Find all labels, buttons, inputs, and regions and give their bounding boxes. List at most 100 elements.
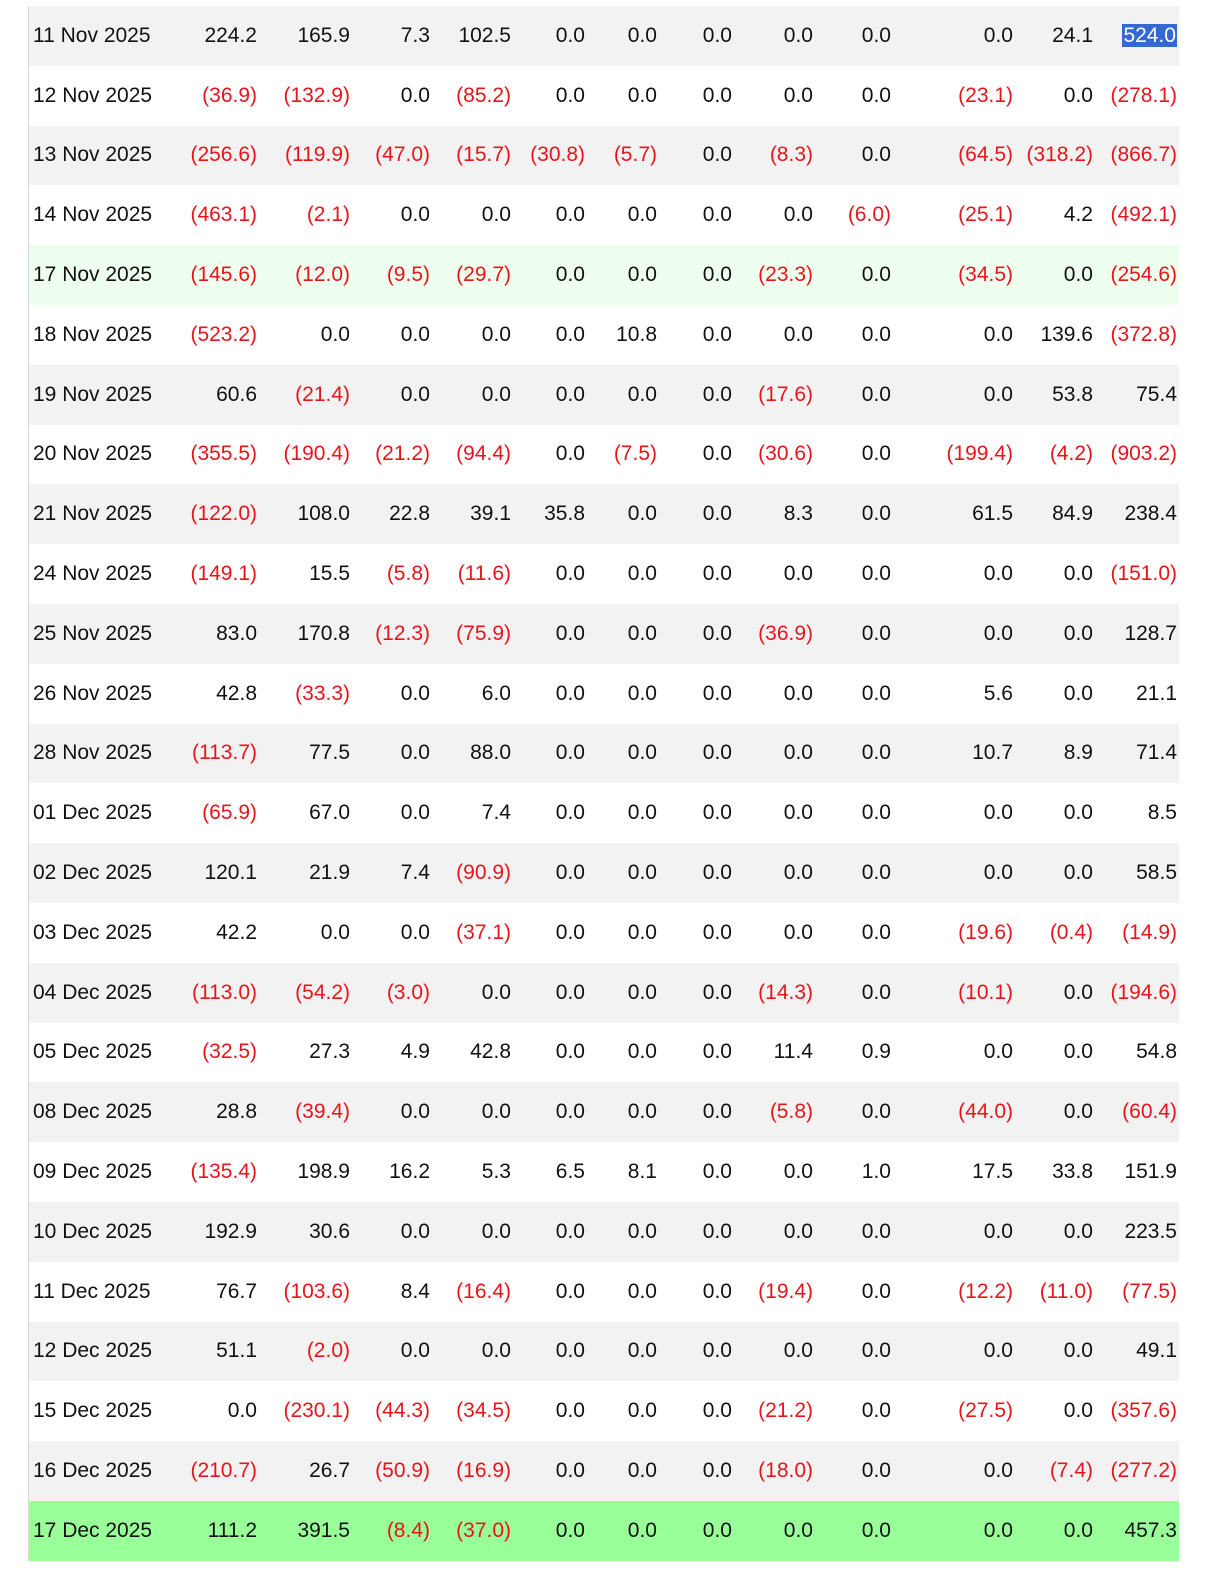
table-row: 10 Dec 2025 192.9 30.6 0.0 0.0 0.0 0.0 0.0 0.0 0.…	[29, 1201, 1179, 1262]
value-cell: (21.4)	[259, 364, 352, 425]
value-cell: 61.5	[893, 484, 1015, 545]
value-cell: 10.8	[587, 304, 659, 365]
value-cell: 0.0	[734, 902, 815, 963]
value-cell: (19.4)	[734, 1261, 815, 1322]
value-cell: 0.0	[513, 185, 587, 246]
table-row: 12 Nov 2025 (36.9) (132.9) 0.0 (85.2) 0.0 0.0 0…	[29, 65, 1179, 126]
value-cell: (11.0)	[1015, 1261, 1095, 1322]
value-cell: (7.4)	[1015, 1441, 1095, 1501]
value-cell: 198.9	[259, 1142, 352, 1202]
value-cell: 0.0	[513, 603, 587, 664]
value-cell: 0.0	[734, 843, 815, 903]
value-cell: 0.0	[659, 364, 734, 425]
value-cell: 0.0	[513, 1201, 587, 1262]
value-cell: (10.1)	[893, 962, 1015, 1023]
value-cell: 0.0	[734, 185, 815, 246]
total-cell: 58.5	[1095, 843, 1179, 903]
value-cell: (190.4)	[259, 424, 352, 485]
table-row: 02 Dec 2025 120.1 21.9 7.4 (90.9) 0.0 0.0 0.0 0.…	[29, 843, 1179, 903]
value-cell: 11.4	[734, 1022, 815, 1083]
value-cell: 0.0	[513, 6, 587, 66]
value-cell: (27.5)	[893, 1381, 1015, 1442]
value-cell: 0.0	[659, 185, 734, 246]
value-cell: 0.0	[659, 1201, 734, 1262]
value-cell: 0.0	[815, 603, 893, 664]
value-cell: (94.4)	[432, 424, 513, 485]
value-cell: (5.8)	[734, 1082, 815, 1143]
total-cell: (254.6)	[1095, 245, 1179, 305]
value-cell: 0.0	[659, 484, 734, 545]
value-cell: 0.0	[659, 1381, 734, 1442]
total-cell: 457.3	[1095, 1500, 1179, 1561]
value-cell: 0.0	[659, 902, 734, 963]
date-cell: 15 Dec 2025	[29, 1381, 164, 1442]
total-cell: (866.7)	[1095, 125, 1179, 186]
value-cell: 108.0	[259, 484, 352, 545]
value-cell: (4.2)	[1015, 424, 1095, 485]
date-cell: 12 Nov 2025	[29, 65, 164, 126]
value-cell: 0.0	[659, 962, 734, 1023]
value-cell: 0.0	[513, 962, 587, 1023]
value-cell: 0.0	[815, 6, 893, 66]
value-cell: 0.0	[659, 1022, 734, 1083]
value-cell: (85.2)	[432, 65, 513, 126]
value-cell: 0.0	[659, 1321, 734, 1382]
value-cell: (64.5)	[893, 125, 1015, 186]
value-cell: 0.0	[659, 1500, 734, 1561]
value-cell: 0.0	[815, 783, 893, 844]
total-cell: 49.1	[1095, 1321, 1179, 1382]
value-cell: 0.0	[587, 1321, 659, 1382]
value-cell: (199.4)	[893, 424, 1015, 485]
value-cell: 0.0	[734, 65, 815, 126]
table-row: 25 Nov 2025 83.0 170.8 (12.3) (75.9) 0.0 0.0 0.…	[29, 603, 1179, 664]
date-cell: 28 Nov 2025	[29, 723, 164, 784]
value-cell: 0.0	[513, 424, 587, 485]
value-cell: 391.5	[259, 1500, 352, 1561]
value-cell: 0.0	[815, 245, 893, 305]
value-cell: 0.0	[432, 185, 513, 246]
value-cell: 0.0	[587, 1022, 659, 1083]
value-cell: 0.0	[587, 603, 659, 664]
date-cell: 24 Nov 2025	[29, 544, 164, 604]
value-cell: 0.0	[1015, 245, 1095, 305]
total-cell: 54.8	[1095, 1022, 1179, 1083]
value-cell: 0.0	[893, 843, 1015, 903]
value-cell: (113.0)	[164, 962, 259, 1023]
table-row: 21 Nov 2025 (122.0) 108.0 22.8 39.1 35.8 0.0 0.…	[29, 484, 1179, 545]
selected-text[interactable]: 524.0	[1122, 23, 1177, 47]
table-body: 11 Nov 2025 224.2 165.9 7.3 102.5 0.0 0.0 0.0 0.…	[29, 6, 1179, 1561]
value-cell: (16.4)	[432, 1261, 513, 1322]
value-cell: 76.7	[164, 1261, 259, 1322]
date-cell: 01 Dec 2025	[29, 783, 164, 844]
date-cell: 19 Nov 2025	[29, 364, 164, 425]
value-cell: 0.0	[587, 1201, 659, 1262]
value-cell: 0.0	[1015, 843, 1095, 903]
value-cell: 42.2	[164, 902, 259, 963]
table-row: 11 Dec 2025 76.7 (103.6) 8.4 (16.4) 0.0 0.0 0.0…	[29, 1261, 1179, 1322]
value-cell: 0.0	[352, 185, 432, 246]
value-cell: 0.0	[659, 65, 734, 126]
value-cell: (29.7)	[432, 245, 513, 305]
value-cell: (75.9)	[432, 603, 513, 664]
value-cell: (21.2)	[734, 1381, 815, 1442]
value-cell: 0.0	[734, 723, 815, 784]
value-cell: 0.0	[513, 1321, 587, 1382]
value-cell: 1.0	[815, 1142, 893, 1202]
value-cell: 0.0	[587, 65, 659, 126]
value-cell: 0.0	[352, 304, 432, 365]
value-cell: 0.0	[659, 663, 734, 724]
value-cell: 0.0	[659, 544, 734, 604]
value-cell: 0.0	[513, 245, 587, 305]
value-cell: 0.0	[513, 783, 587, 844]
value-cell: 39.1	[432, 484, 513, 545]
value-cell: (113.7)	[164, 723, 259, 784]
value-cell: 0.0	[734, 1201, 815, 1262]
value-cell: 8.1	[587, 1142, 659, 1202]
table-row: 24 Nov 2025 (149.1) 15.5 (5.8) (11.6) 0.0 0.0 0…	[29, 544, 1179, 604]
value-cell: (230.1)	[259, 1381, 352, 1442]
daily-flows-table: 11 Nov 2025 224.2 165.9 7.3 102.5 0.0 0.0 0.0 0.…	[29, 6, 1179, 1561]
value-cell: 17.5	[893, 1142, 1015, 1202]
value-cell: (132.9)	[259, 65, 352, 126]
value-cell: (318.2)	[1015, 125, 1095, 186]
value-cell: 0.0	[815, 902, 893, 963]
